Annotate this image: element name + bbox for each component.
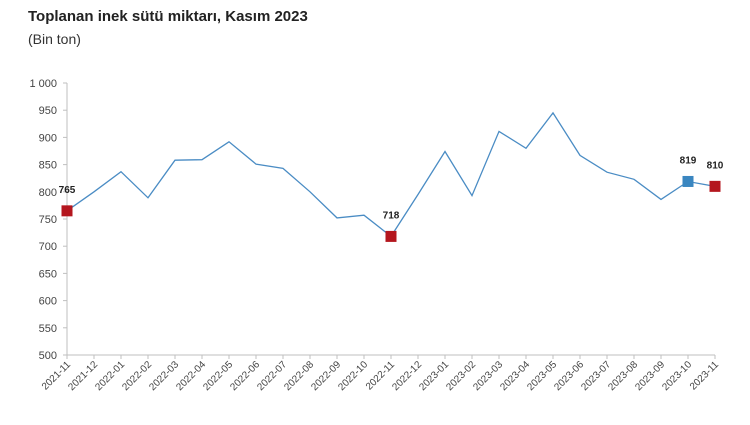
x-tick-label: 2023-10 [660,359,694,393]
y-tick-label: 800 [39,187,57,199]
data-label: 819 [680,155,697,166]
y-tick-label: 550 [39,323,57,335]
y-tick-label: 850 [39,160,57,172]
data-label: 765 [59,185,76,196]
y-tick-label: 700 [39,241,57,253]
x-tick-label: 2023-11 [688,359,722,393]
y-tick-label: 900 [39,132,57,144]
data-point-marker [385,230,397,242]
y-tick-label: 950 [39,105,57,117]
chart-title: Toplanan inek sütü miktarı, Kasım 2023 [28,8,308,25]
y-tick-label: 750 [39,214,57,226]
y-tick-label: 650 [39,268,57,280]
x-tick-label: 2022-10 [336,359,370,393]
chart-subtitle: (Bin ton) [28,31,81,47]
data-label: 810 [707,160,724,171]
data-point-marker [709,180,721,192]
y-tick-label: 500 [39,350,57,362]
data-point-marker [61,205,73,217]
y-tick-label: 1 000 [29,78,57,90]
data-point-marker [682,175,694,187]
y-tick-label: 600 [39,296,57,308]
data-label: 718 [383,210,400,221]
